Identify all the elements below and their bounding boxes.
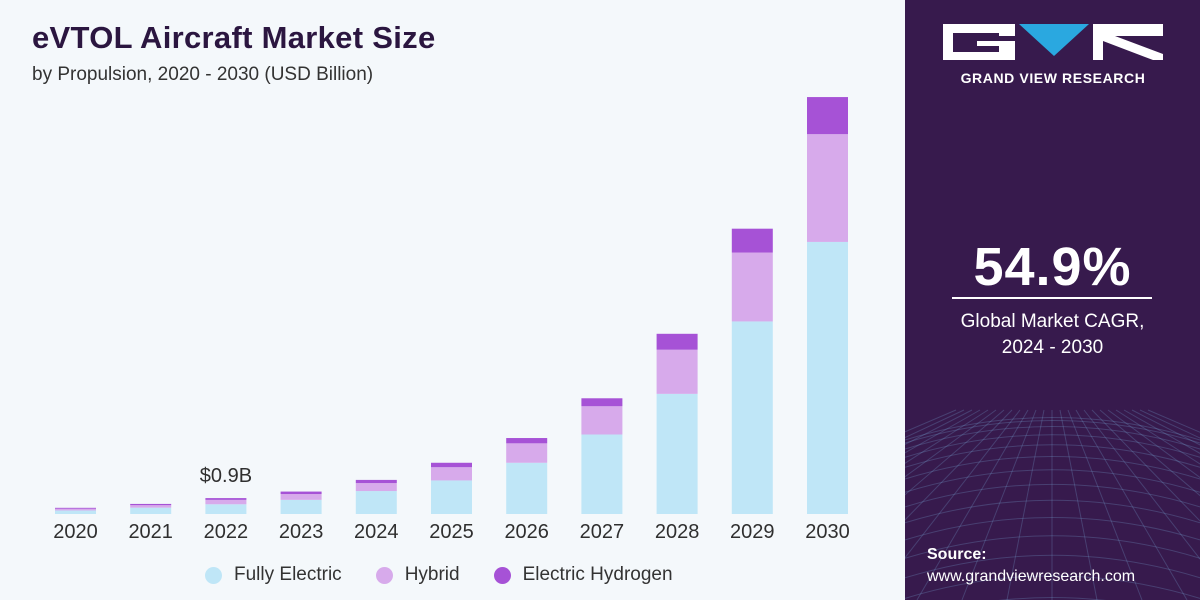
chart-legend: Fully Electric Hybrid Electric Hydrogen bbox=[205, 563, 707, 587]
legend-label-electric-hydrogen: Electric Hydrogen bbox=[522, 564, 673, 585]
x-tick-label-2023: 2023 bbox=[279, 521, 324, 543]
bar-2024-fully-electric bbox=[355, 491, 397, 514]
x-tick-label-2030: 2030 bbox=[805, 521, 850, 543]
chart-subtitle: by Propulsion, 2020 - 2030 (USD Billion) bbox=[32, 64, 374, 85]
bar-2028-hybrid bbox=[656, 349, 698, 394]
bar-2023-fully-electric bbox=[280, 499, 322, 514]
bar-2024-hybrid bbox=[355, 483, 397, 492]
bar-2027-electric-hydrogen bbox=[581, 398, 623, 407]
cagr-label-line1: Global Market CAGR, bbox=[960, 311, 1145, 332]
bar-2030-hybrid bbox=[807, 134, 848, 242]
bar-2027-fully-electric bbox=[581, 434, 623, 514]
bar-2020-electric-hydrogen bbox=[55, 507, 96, 509]
brand-name: GRAND VIEW RESEARCH bbox=[960, 70, 1146, 86]
x-tick-label-2025: 2025 bbox=[429, 521, 474, 543]
bar-2020-fully-electric bbox=[55, 510, 96, 514]
bar-2021-hybrid bbox=[130, 505, 172, 508]
cagr-label-line2: 2024 - 2030 bbox=[1001, 337, 1104, 358]
brand-logo: GRAND VIEW RESEARCH bbox=[943, 22, 1163, 92]
bar-2022-hybrid bbox=[205, 499, 247, 505]
gvr-logo-icon bbox=[943, 24, 1163, 60]
x-tick-label-2024: 2024 bbox=[354, 521, 399, 543]
bar-2021-electric-hydrogen bbox=[130, 503, 172, 506]
bar-2024-electric-hydrogen bbox=[355, 479, 397, 484]
legend-item-hybrid: Hybrid bbox=[375, 564, 460, 586]
legend-item-fully-electric: Fully Electric bbox=[205, 564, 342, 586]
x-tick-label-2029: 2029 bbox=[730, 521, 775, 543]
x-tick-label-2022: 2022 bbox=[204, 521, 249, 543]
bar-2028-electric-hydrogen bbox=[656, 333, 698, 350]
bar-2029-fully-electric bbox=[731, 321, 773, 514]
bar-2022-electric-hydrogen bbox=[205, 498, 247, 500]
x-tick-label-2027: 2027 bbox=[580, 521, 625, 543]
legend-label-fully-electric: Fully Electric bbox=[234, 564, 342, 585]
bar-2022-fully-electric bbox=[205, 504, 247, 514]
bar-2027-hybrid bbox=[581, 406, 623, 435]
cagr-divider bbox=[952, 297, 1152, 299]
x-tick-label-2021: 2021 bbox=[128, 521, 173, 543]
source-url[interactable]: www.grandviewresearch.com bbox=[927, 568, 1136, 585]
stacked-bar-chart: 2020 2021 $0.9B 2022 2023 2024 2025 2026 2027 202… bbox=[53, 97, 850, 543]
chart-title: eVTOL Aircraft Market Size bbox=[32, 20, 436, 55]
bar-2023-hybrid bbox=[280, 494, 322, 500]
bar-2029-electric-hydrogen bbox=[731, 228, 773, 253]
x-tick-label-2028: 2028 bbox=[655, 521, 700, 543]
bar-2026-electric-hydrogen bbox=[506, 438, 548, 444]
bar-2028-fully-electric bbox=[656, 393, 698, 514]
data-label-2022: $0.9B bbox=[200, 465, 252, 487]
legend-swatch-fully-electric bbox=[205, 566, 222, 584]
legend-item-electric-hydrogen: Electric Hydrogen bbox=[493, 564, 673, 586]
legend-swatch-electric-hydrogen bbox=[493, 566, 511, 584]
legend-label-hybrid: Hybrid bbox=[404, 564, 460, 585]
bar-2025-hybrid bbox=[431, 467, 472, 481]
bar-2023-electric-hydrogen bbox=[280, 491, 322, 495]
bar-2020-hybrid bbox=[55, 508, 96, 511]
bar-2030-electric-hydrogen bbox=[807, 97, 848, 135]
brand-panel: GRAND VIEW RESEARCH 54.9% Global Market … bbox=[905, 0, 1200, 600]
bar-2026-hybrid bbox=[506, 443, 548, 463]
source-title: Source: bbox=[927, 546, 987, 563]
bar-2030-fully-electric bbox=[807, 241, 848, 514]
cagr-value: 54.9% bbox=[973, 237, 1132, 297]
chart-panel: eVTOL Aircraft Market Size by Propulsion… bbox=[32, 20, 850, 587]
grid-pattern-decoration bbox=[905, 409, 1200, 600]
bar-2029-hybrid bbox=[731, 252, 773, 322]
bar-2026-fully-electric bbox=[506, 462, 548, 514]
cagr-label: Global Market CAGR, 2024 - 2030 bbox=[905, 309, 1200, 361]
bar-2021-fully-electric bbox=[130, 507, 172, 514]
bar-2025-fully-electric bbox=[431, 480, 472, 514]
x-tick-label-2026: 2026 bbox=[504, 521, 549, 543]
x-tick-label-2020: 2020 bbox=[53, 521, 98, 543]
legend-swatch-hybrid bbox=[375, 566, 393, 584]
bar-2025-electric-hydrogen bbox=[431, 462, 472, 468]
source-note: Source: www.grandviewresearch.com bbox=[927, 544, 1135, 588]
